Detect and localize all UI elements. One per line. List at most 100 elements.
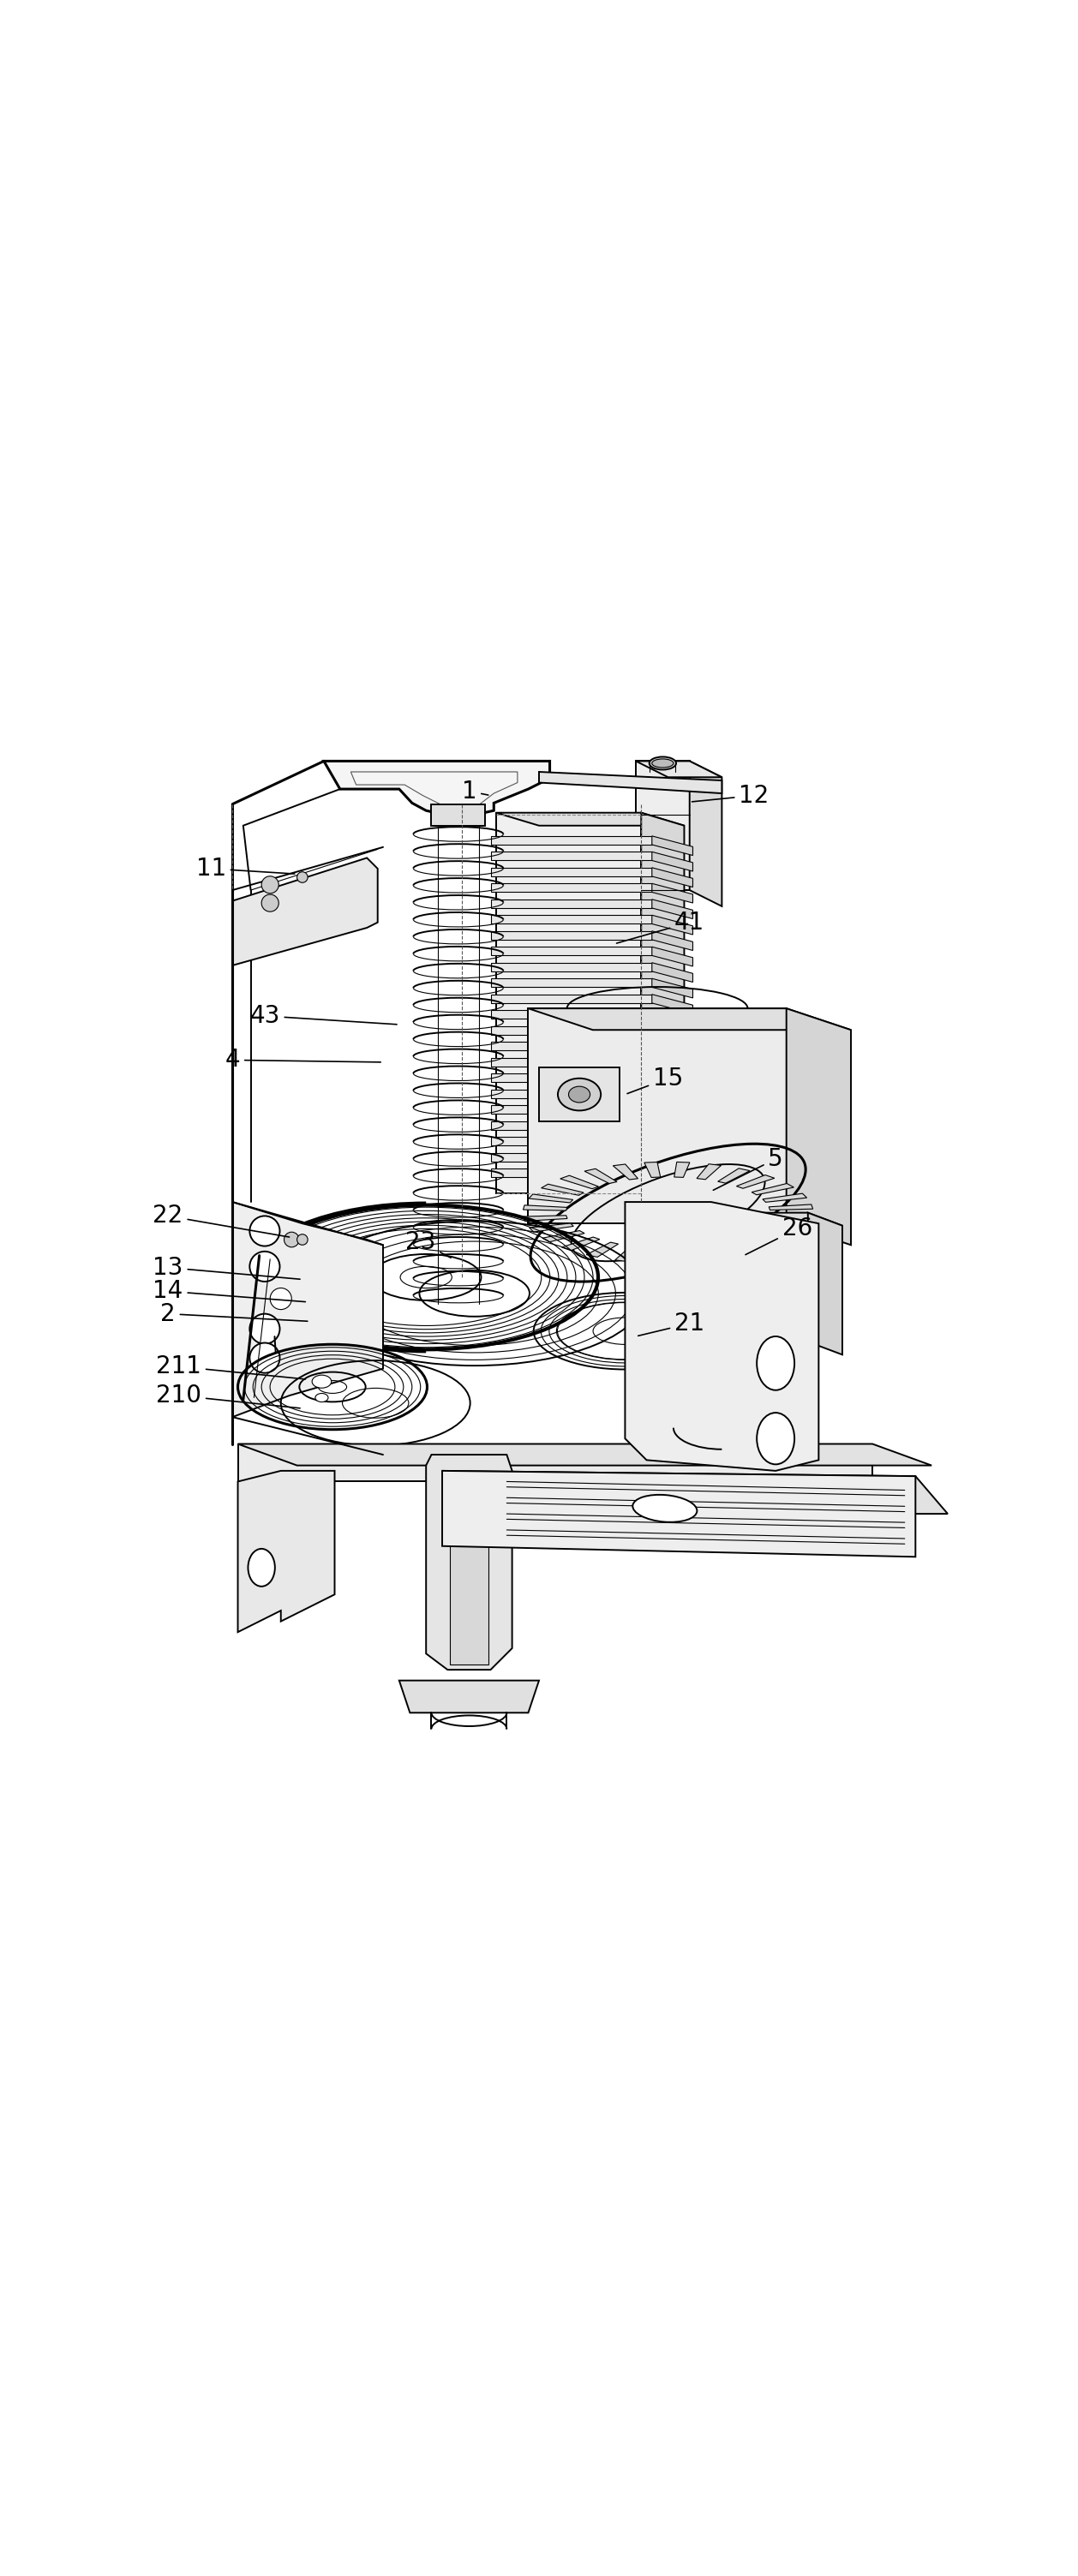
Polygon shape	[652, 994, 693, 1015]
Ellipse shape	[557, 1079, 600, 1110]
Polygon shape	[762, 1193, 806, 1203]
Polygon shape	[541, 1185, 583, 1195]
Polygon shape	[490, 884, 652, 891]
Polygon shape	[769, 1206, 813, 1211]
Polygon shape	[233, 1203, 383, 1417]
Polygon shape	[490, 853, 652, 860]
Polygon shape	[674, 1162, 690, 1177]
Polygon shape	[490, 868, 652, 876]
Circle shape	[262, 876, 279, 894]
Ellipse shape	[312, 1376, 331, 1388]
Text: 23: 23	[405, 1229, 451, 1257]
Polygon shape	[807, 1213, 842, 1355]
Polygon shape	[233, 858, 377, 966]
Polygon shape	[751, 1182, 793, 1195]
Ellipse shape	[738, 1262, 782, 1316]
Polygon shape	[490, 948, 652, 956]
Text: 2: 2	[161, 1301, 307, 1327]
Polygon shape	[490, 1170, 652, 1177]
Polygon shape	[737, 1236, 776, 1249]
Polygon shape	[323, 760, 550, 814]
Polygon shape	[490, 1151, 652, 1162]
Text: 4: 4	[225, 1048, 381, 1072]
Polygon shape	[652, 948, 693, 966]
Text: 43: 43	[250, 1005, 397, 1028]
Text: 11: 11	[196, 858, 294, 881]
Circle shape	[250, 1314, 280, 1345]
Polygon shape	[490, 1090, 652, 1097]
Polygon shape	[652, 1151, 693, 1172]
Polygon shape	[528, 1007, 786, 1224]
Polygon shape	[238, 1445, 931, 1466]
Polygon shape	[442, 1471, 948, 1515]
Polygon shape	[652, 884, 693, 904]
Polygon shape	[399, 1680, 539, 1713]
Polygon shape	[652, 868, 693, 886]
Polygon shape	[584, 1170, 617, 1182]
Circle shape	[250, 1252, 280, 1280]
Text: 41: 41	[617, 909, 705, 943]
Polygon shape	[711, 1213, 807, 1342]
Polygon shape	[490, 914, 652, 925]
Polygon shape	[652, 1105, 693, 1126]
Polygon shape	[752, 1231, 794, 1242]
Polygon shape	[652, 1170, 693, 1188]
Polygon shape	[490, 899, 652, 907]
Polygon shape	[652, 1025, 693, 1046]
Polygon shape	[490, 1105, 652, 1113]
Polygon shape	[652, 853, 693, 871]
Polygon shape	[736, 1175, 774, 1188]
Text: 5: 5	[714, 1146, 784, 1190]
Polygon shape	[718, 1170, 750, 1182]
Ellipse shape	[738, 1360, 782, 1409]
Text: 21: 21	[638, 1311, 705, 1337]
Ellipse shape	[248, 1548, 275, 1587]
Polygon shape	[699, 1247, 723, 1262]
Text: 12: 12	[692, 783, 770, 806]
Text: 210: 210	[156, 1383, 300, 1409]
Polygon shape	[490, 1059, 652, 1066]
Polygon shape	[490, 1074, 652, 1082]
Polygon shape	[769, 1216, 813, 1221]
Polygon shape	[652, 1090, 693, 1108]
Circle shape	[250, 1216, 280, 1247]
Circle shape	[285, 1231, 299, 1247]
Polygon shape	[490, 1025, 652, 1036]
Polygon shape	[616, 1247, 639, 1262]
Polygon shape	[652, 914, 693, 935]
Text: 22: 22	[153, 1203, 289, 1236]
Polygon shape	[490, 1010, 652, 1020]
Polygon shape	[613, 1164, 638, 1180]
Polygon shape	[636, 760, 690, 891]
Text: 26: 26	[746, 1216, 812, 1255]
Polygon shape	[652, 1136, 693, 1157]
Polygon shape	[490, 963, 652, 971]
Polygon shape	[636, 760, 722, 778]
Ellipse shape	[315, 1394, 328, 1401]
Polygon shape	[652, 837, 693, 855]
Circle shape	[262, 894, 279, 912]
Polygon shape	[496, 811, 685, 827]
Polygon shape	[529, 1224, 573, 1231]
Polygon shape	[696, 1164, 721, 1180]
Polygon shape	[523, 1216, 567, 1221]
Polygon shape	[490, 994, 652, 1002]
Polygon shape	[763, 1224, 807, 1231]
Polygon shape	[426, 1455, 512, 1669]
Text: 14: 14	[153, 1280, 305, 1303]
Circle shape	[296, 1234, 307, 1244]
Text: 13: 13	[153, 1255, 300, 1280]
Text: 1: 1	[461, 778, 488, 804]
Polygon shape	[652, 979, 693, 997]
Polygon shape	[442, 1471, 915, 1556]
Polygon shape	[676, 1247, 692, 1262]
Circle shape	[296, 871, 307, 884]
Polygon shape	[539, 773, 722, 793]
Polygon shape	[562, 1236, 599, 1249]
Circle shape	[250, 1342, 280, 1373]
Polygon shape	[652, 930, 693, 951]
Ellipse shape	[568, 1087, 590, 1103]
Polygon shape	[490, 837, 652, 845]
Circle shape	[271, 1288, 292, 1309]
Polygon shape	[496, 811, 641, 1193]
